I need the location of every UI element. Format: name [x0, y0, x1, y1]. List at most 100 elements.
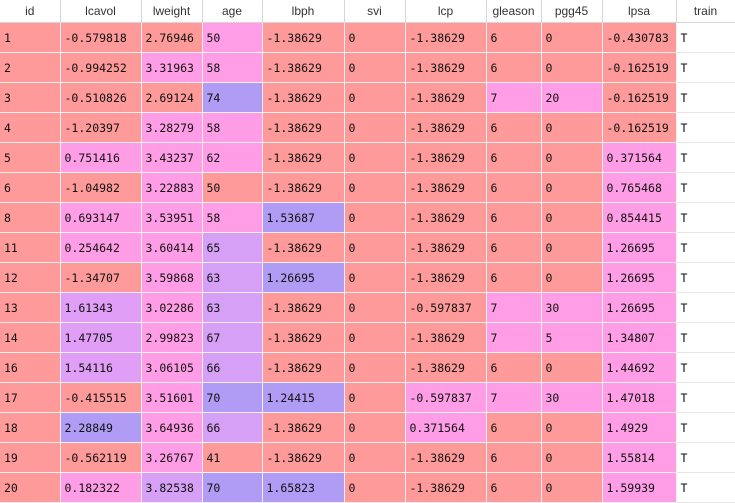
table-row[interactable]: 11 0.254642 3.60414 65 -1.38629 0 -1.38629 6 0 1.… [0, 232, 735, 263]
col-header-lweight[interactable]: lweight [141, 0, 203, 23]
cell-lpsa[interactable]: 1.26695 [602, 262, 677, 293]
cell-pgg45[interactable]: 0 [541, 412, 603, 443]
cell-lcavol[interactable]: 0.693147 [60, 202, 142, 233]
table-row[interactable]: 13 1.61343 3.02286 63 -1.38629 0 -0.597837 7 30 1… [0, 292, 735, 323]
cell-id[interactable]: 19 [0, 442, 61, 473]
cell-id[interactable]: 14 [0, 322, 61, 353]
cell-age[interactable]: 70 [202, 382, 263, 413]
cell-lcp[interactable]: -1.38629 [405, 202, 487, 233]
cell-lcavol[interactable]: 1.61343 [60, 292, 142, 323]
cell-lweight[interactable]: 3.43237 [141, 142, 203, 173]
cell-age[interactable]: 70 [202, 472, 263, 503]
cell-pgg45[interactable]: 0 [541, 472, 603, 503]
cell-id[interactable]: 6 [0, 172, 61, 203]
cell-gleason[interactable]: 7 [486, 322, 542, 353]
cell-age[interactable]: 58 [202, 112, 263, 143]
cell-lbph[interactable]: -1.38629 [262, 322, 345, 353]
table-row[interactable]: 6 -1.04982 3.22883 50 -1.38629 0 -1.38629 6 0 0.7… [0, 172, 735, 203]
cell-lpsa[interactable]: 0.765468 [602, 172, 677, 203]
cell-gleason[interactable]: 6 [486, 172, 542, 203]
cell-pgg45[interactable]: 0 [541, 262, 603, 293]
cell-lweight[interactable]: 2.69124 [141, 82, 203, 113]
cell-train[interactable]: T [676, 142, 735, 173]
cell-lbph[interactable]: -1.38629 [262, 412, 345, 443]
cell-svi[interactable]: 0 [344, 352, 406, 383]
cell-train[interactable]: T [676, 442, 735, 473]
cell-pgg45[interactable]: 0 [541, 142, 603, 173]
cell-lpsa[interactable]: -0.162519 [602, 112, 677, 143]
cell-age[interactable]: 66 [202, 412, 263, 443]
cell-lweight[interactable]: 3.22883 [141, 172, 203, 203]
cell-pgg45[interactable]: 0 [541, 22, 603, 53]
col-header-id[interactable]: id [0, 0, 61, 23]
table-row[interactable]: 12 -1.34707 3.59868 63 1.26695 0 -1.38629 6 0 1.2… [0, 262, 735, 293]
cell-id[interactable]: 8 [0, 202, 61, 233]
cell-pgg45[interactable]: 20 [541, 82, 603, 113]
col-header-lpsa[interactable]: lpsa [602, 0, 677, 23]
cell-id[interactable]: 17 [0, 382, 61, 413]
cell-lcp[interactable]: -1.38629 [405, 112, 487, 143]
cell-lcavol[interactable]: 2.28849 [60, 412, 142, 443]
cell-lpsa[interactable]: 0.854415 [602, 202, 677, 233]
cell-gleason[interactable]: 7 [486, 82, 542, 113]
table-row[interactable]: 5 0.751416 3.43237 62 -1.38629 0 -1.38629 6 0 0.3… [0, 142, 735, 173]
cell-lweight[interactable]: 3.82538 [141, 472, 203, 503]
cell-train[interactable]: T [676, 382, 735, 413]
cell-id[interactable]: 5 [0, 142, 61, 173]
cell-age[interactable]: 62 [202, 142, 263, 173]
col-header-age[interactable]: age [202, 0, 263, 23]
cell-svi[interactable]: 0 [344, 292, 406, 323]
cell-gleason[interactable]: 6 [486, 352, 542, 383]
cell-lbph[interactable]: -1.38629 [262, 172, 345, 203]
cell-lbph[interactable]: -1.38629 [262, 442, 345, 473]
table-row[interactable]: 4 -1.20397 3.28279 58 -1.38629 0 -1.38629 6 0 -0.… [0, 112, 735, 143]
cell-train[interactable]: T [676, 412, 735, 443]
cell-lweight[interactable]: 3.53951 [141, 202, 203, 233]
cell-lpsa[interactable]: 1.55814 [602, 442, 677, 473]
cell-lcavol[interactable]: -0.562119 [60, 442, 142, 473]
cell-lcp[interactable]: -1.38629 [405, 22, 487, 53]
cell-gleason[interactable]: 6 [486, 22, 542, 53]
cell-lweight[interactable]: 3.51601 [141, 382, 203, 413]
cell-lcavol[interactable]: 1.47705 [60, 322, 142, 353]
table-row[interactable]: 2 -0.994252 3.31963 58 -1.38629 0 -1.38629 6 0 -0… [0, 52, 735, 83]
cell-lbph[interactable]: 1.24415 [262, 382, 345, 413]
col-header-gleason[interactable]: gleason [486, 0, 542, 23]
cell-lbph[interactable]: -1.38629 [262, 52, 345, 83]
cell-lweight[interactable]: 3.02286 [141, 292, 203, 323]
cell-lpsa[interactable]: 1.4929 [602, 412, 677, 443]
cell-age[interactable]: 66 [202, 352, 263, 383]
cell-svi[interactable]: 0 [344, 172, 406, 203]
col-header-lcavol[interactable]: lcavol [60, 0, 142, 23]
cell-lpsa[interactable]: 1.44692 [602, 352, 677, 383]
cell-train[interactable]: T [676, 112, 735, 143]
cell-gleason[interactable]: 6 [486, 52, 542, 83]
table-row[interactable]: 14 1.47705 2.99823 67 -1.38629 0 -1.38629 7 5 1.3… [0, 322, 735, 353]
cell-gleason[interactable]: 6 [486, 142, 542, 173]
cell-lpsa[interactable]: 1.26695 [602, 292, 677, 323]
cell-svi[interactable]: 0 [344, 142, 406, 173]
cell-train[interactable]: T [676, 232, 735, 263]
cell-age[interactable]: 50 [202, 172, 263, 203]
col-header-train[interactable]: train [676, 0, 735, 23]
cell-gleason[interactable]: 6 [486, 112, 542, 143]
cell-lcavol[interactable]: -0.510826 [60, 82, 142, 113]
cell-lweight[interactable]: 2.99823 [141, 322, 203, 353]
cell-svi[interactable]: 0 [344, 232, 406, 263]
cell-lbph[interactable]: 1.26695 [262, 262, 345, 293]
cell-lbph[interactable]: 1.53687 [262, 202, 345, 233]
cell-train[interactable]: T [676, 292, 735, 323]
cell-lbph[interactable]: 1.65823 [262, 472, 345, 503]
cell-lcavol[interactable]: -0.579818 [60, 22, 142, 53]
cell-svi[interactable]: 0 [344, 52, 406, 83]
cell-lcp[interactable]: -0.597837 [405, 292, 487, 323]
table-row[interactable]: 16 1.54116 3.06105 66 -1.38629 0 -1.38629 6 0 1.4… [0, 352, 735, 383]
table-row[interactable]: 19 -0.562119 3.26767 41 -1.38629 0 -1.38629 6 0 1… [0, 442, 735, 473]
cell-id[interactable]: 12 [0, 262, 61, 293]
cell-id[interactable]: 4 [0, 112, 61, 143]
cell-gleason[interactable]: 6 [486, 262, 542, 293]
col-header-svi[interactable]: svi [344, 0, 406, 23]
cell-gleason[interactable]: 6 [486, 442, 542, 473]
cell-lcp[interactable]: -1.38629 [405, 172, 487, 203]
cell-lcavol[interactable]: -0.994252 [60, 52, 142, 83]
